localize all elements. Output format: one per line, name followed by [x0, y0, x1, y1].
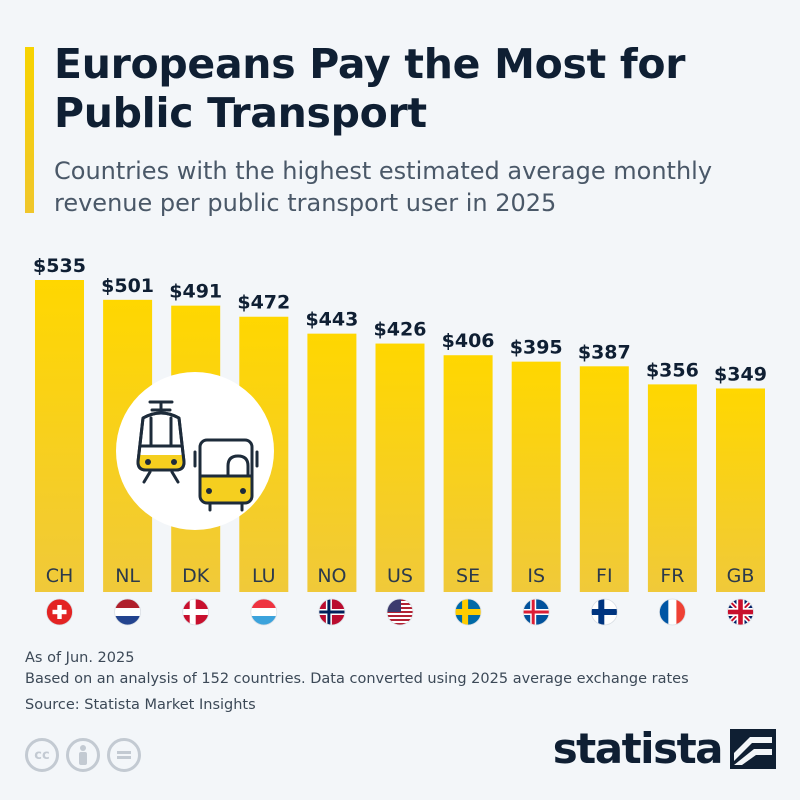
data-label: $406	[442, 330, 495, 352]
category-label: DK	[182, 565, 210, 587]
bus-icon	[193, 438, 259, 512]
bar-fr	[647, 384, 697, 592]
flag-uk-icon	[727, 598, 754, 626]
flag-luxembourg-icon	[250, 598, 278, 626]
category-label: FI	[596, 565, 613, 587]
category-label: NO	[317, 565, 346, 587]
cc-icon[interactable]: cc	[25, 738, 59, 772]
statista-mark-icon	[730, 729, 776, 769]
category-label: LU	[252, 565, 276, 587]
flag-norway-icon	[318, 598, 346, 626]
category-label: US	[387, 565, 413, 587]
flag-denmark-icon	[182, 598, 210, 626]
transport-illustration	[116, 372, 274, 530]
note-method: Based on an analysis of 152 countries. D…	[25, 671, 689, 687]
attribution-icon[interactable]	[66, 738, 100, 772]
category-label: SE	[456, 565, 480, 587]
title-accent-bar	[25, 47, 34, 213]
data-label: $443	[305, 309, 358, 331]
chart-title: Europeans Pay the Most for Public Transp…	[54, 40, 686, 137]
category-label: GB	[727, 565, 755, 587]
flag-finland-icon	[590, 598, 618, 626]
no-derivatives-icon[interactable]	[107, 738, 141, 772]
data-label: $472	[237, 292, 290, 314]
note-date: As of Jun. 2025	[25, 650, 135, 666]
flag-france-icon	[659, 598, 686, 626]
data-label: $501	[101, 275, 154, 297]
flag-switzerland-icon	[46, 598, 73, 626]
data-label: $395	[510, 337, 563, 359]
bar-gb	[716, 388, 765, 592]
statista-logo[interactable]: statista	[553, 728, 776, 770]
data-label: $356	[646, 359, 699, 381]
license-icons: cc	[25, 738, 141, 772]
flag-netherlands-icon	[114, 598, 141, 626]
data-label: $349	[714, 363, 767, 385]
chart-notes: As of Jun. 2025 Based on an analysis of …	[25, 648, 689, 716]
brand-name: statista	[552, 724, 724, 773]
flag-usa-icon	[386, 598, 414, 626]
category-label: CH	[46, 565, 74, 587]
flag-sweden-icon	[454, 598, 482, 626]
tram-icon	[136, 400, 186, 484]
chart-subtitle: Countries with the highest estimated ave…	[54, 157, 713, 217]
bar-no	[307, 333, 357, 592]
bar-fi	[579, 366, 629, 592]
bar-is	[511, 361, 561, 592]
data-label: $535	[33, 255, 86, 277]
bar-se	[443, 355, 493, 592]
data-label: $491	[169, 281, 222, 303]
category-label: FR	[660, 565, 684, 587]
data-label: $387	[578, 341, 631, 363]
bar-ch	[35, 280, 84, 592]
source-text: Source: Statista Market Insights	[25, 697, 256, 713]
bar-us	[375, 343, 425, 592]
category-label: NL	[115, 565, 140, 587]
category-label: IS	[527, 565, 545, 587]
data-label: $426	[374, 319, 427, 341]
flag-iceland-icon	[522, 598, 550, 626]
